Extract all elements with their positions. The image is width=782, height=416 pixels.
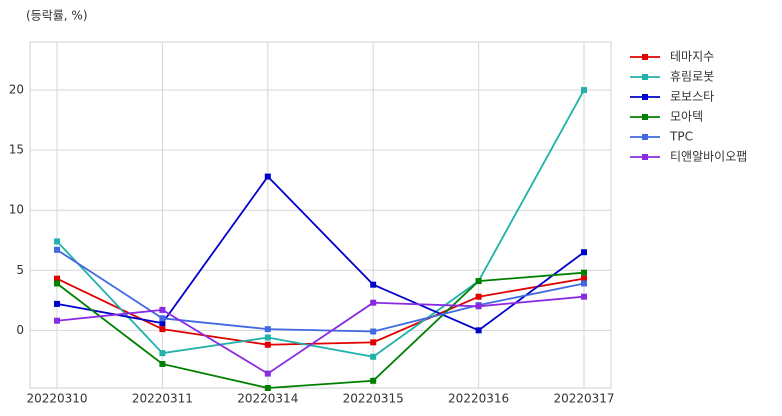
point-marker bbox=[159, 326, 166, 333]
point-marker bbox=[54, 246, 60, 253]
x-tick-label: 20220311 bbox=[132, 392, 193, 406]
x-tick-label: 20220317 bbox=[553, 392, 614, 406]
point-marker bbox=[159, 350, 166, 357]
point-marker bbox=[54, 280, 60, 287]
point-marker bbox=[370, 339, 377, 346]
point-marker bbox=[54, 238, 60, 245]
y-tick-label: 5 bbox=[16, 263, 24, 277]
legend-label: 휴림로봇 bbox=[670, 70, 714, 84]
legend-label: 티앤알바이오팹 bbox=[670, 150, 747, 164]
x-tick-label: 20220316 bbox=[448, 392, 509, 406]
series-line bbox=[56, 175, 585, 332]
chart-title: (등락률, %) bbox=[26, 9, 88, 23]
point-marker bbox=[581, 87, 587, 94]
legend-label: TPC bbox=[669, 130, 693, 144]
point-marker bbox=[264, 385, 271, 391]
point-marker bbox=[54, 317, 60, 324]
point-marker bbox=[581, 280, 587, 287]
legend-marker bbox=[642, 74, 648, 80]
x-tick-label: 20220314 bbox=[237, 392, 298, 406]
point-marker bbox=[581, 269, 587, 276]
point-marker bbox=[475, 303, 482, 310]
x-tick-label: 20220310 bbox=[26, 392, 87, 406]
point-marker bbox=[475, 278, 482, 285]
point-marker bbox=[581, 275, 587, 282]
point-marker bbox=[264, 341, 271, 348]
series-line bbox=[56, 249, 585, 333]
plot-frame bbox=[29, 41, 612, 389]
point-marker bbox=[581, 249, 587, 256]
point-marker bbox=[54, 275, 60, 282]
point-marker bbox=[370, 328, 377, 335]
point-marker bbox=[159, 306, 166, 313]
point-marker bbox=[159, 360, 166, 367]
point-marker bbox=[370, 377, 377, 384]
point-marker bbox=[264, 173, 271, 180]
y-tick-label: 15 bbox=[9, 143, 24, 157]
legend-marker bbox=[642, 114, 648, 120]
point-marker bbox=[264, 370, 271, 377]
point-marker bbox=[264, 326, 271, 333]
x-tick-label: 20220315 bbox=[343, 392, 404, 406]
point-marker bbox=[159, 320, 166, 327]
legend-marker bbox=[642, 94, 648, 100]
point-marker bbox=[370, 353, 377, 360]
series-line bbox=[56, 89, 585, 358]
series-line bbox=[56, 295, 585, 375]
y-tick-label: 0 bbox=[16, 323, 24, 337]
point-marker bbox=[159, 315, 166, 322]
point-marker bbox=[54, 300, 60, 307]
point-marker bbox=[370, 299, 377, 306]
point-marker bbox=[475, 293, 482, 300]
y-tick-label: 20 bbox=[9, 83, 24, 97]
point-marker bbox=[475, 327, 482, 334]
point-marker bbox=[264, 334, 271, 341]
legend-label: 로보스타 bbox=[670, 90, 714, 104]
legend-label: 모아텍 bbox=[670, 110, 703, 124]
legend-marker bbox=[642, 54, 648, 60]
legend-marker bbox=[642, 154, 648, 160]
point-marker bbox=[370, 281, 377, 288]
legend-label: 테마지수 bbox=[670, 50, 714, 64]
point-marker bbox=[581, 293, 587, 300]
y-tick-label: 10 bbox=[9, 203, 24, 217]
series-line bbox=[56, 271, 585, 389]
legend-marker bbox=[642, 134, 648, 140]
